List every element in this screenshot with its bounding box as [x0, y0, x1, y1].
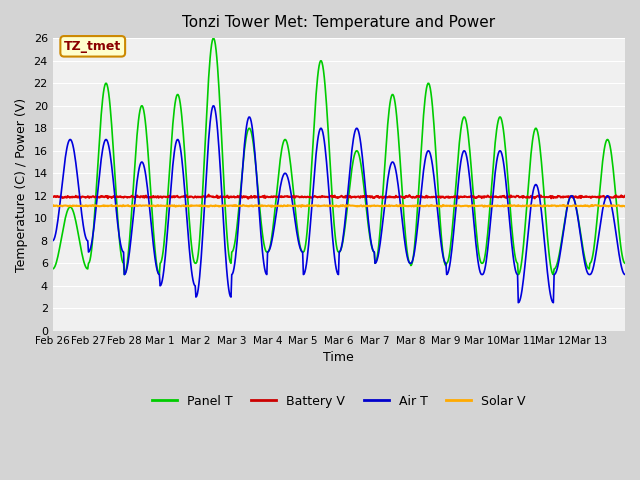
Battery V [431, 194, 439, 200]
Line: Panel T: Panel T [52, 38, 625, 275]
Line: Battery V: Battery V [52, 195, 625, 199]
Line: Solar V: Solar V [52, 205, 625, 207]
Battery V [273, 194, 280, 200]
Solar V [221, 203, 229, 208]
Legend: Panel T, Battery V, Air T, Solar V: Panel T, Battery V, Air T, Solar V [147, 390, 531, 413]
Air T [515, 300, 522, 306]
Panel T [251, 154, 259, 160]
Panel T [223, 226, 230, 232]
Battery V [399, 194, 407, 200]
Air T [431, 180, 438, 186]
Title: Tonzi Tower Met: Temperature and Power: Tonzi Tower Met: Temperature and Power [182, 15, 495, 30]
Battery V [621, 193, 629, 199]
Solar V [250, 204, 257, 209]
Line: Air T: Air T [52, 106, 625, 303]
Solar V [431, 203, 438, 209]
Solar V [399, 203, 406, 209]
Panel T [209, 36, 217, 41]
Air T [399, 221, 406, 227]
Solar V [560, 202, 568, 208]
Panel T [399, 206, 407, 212]
Solar V [49, 203, 56, 209]
Solar V [298, 204, 305, 210]
Air T [621, 272, 629, 277]
Panel T [273, 191, 280, 197]
Solar V [621, 204, 629, 209]
Battery V [251, 195, 259, 201]
Air T [209, 103, 217, 109]
Solar V [116, 203, 124, 209]
Solar V [271, 204, 279, 209]
Air T [222, 255, 230, 261]
Air T [250, 142, 258, 148]
Air T [116, 237, 124, 243]
Text: TZ_tmet: TZ_tmet [64, 40, 122, 53]
Battery V [205, 192, 212, 198]
Panel T [120, 272, 128, 277]
Battery V [49, 194, 56, 200]
Panel T [431, 144, 439, 150]
X-axis label: Time: Time [323, 351, 354, 364]
Panel T [621, 260, 629, 266]
Panel T [49, 266, 56, 272]
Battery V [222, 194, 230, 200]
Air T [49, 238, 56, 244]
Air T [272, 214, 280, 219]
Battery V [116, 194, 124, 200]
Y-axis label: Temperature (C) / Power (V): Temperature (C) / Power (V) [15, 97, 28, 272]
Battery V [244, 196, 252, 202]
Panel T [116, 241, 124, 247]
